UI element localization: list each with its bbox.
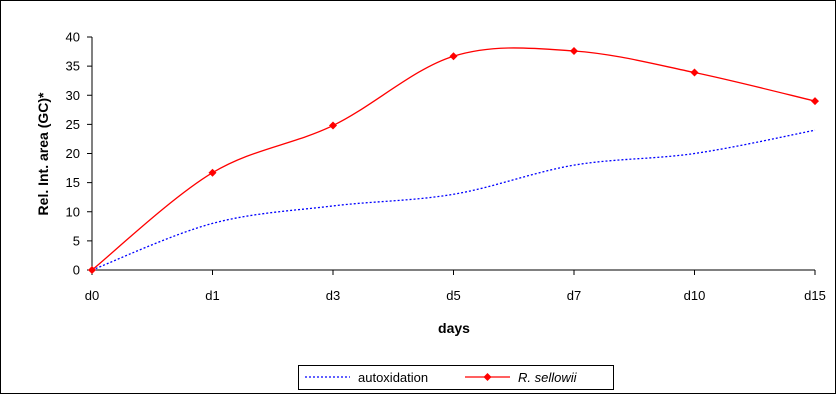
series-line-autoxidation [91,129,816,271]
legend-marker-r-sellowii [483,373,492,381]
data-point-r-sellowii [329,121,337,130]
y-tick-label: 25 [66,117,80,132]
y-tick-label: 20 [66,146,80,161]
data-point-r-sellowii [449,52,458,61]
y-tick-label: 35 [66,59,80,74]
x-axis-title: days [438,320,470,336]
legend-label-autoxidation: autoxidation [358,370,428,385]
y-axis-title: Rel. Int. area (GC)* [35,92,51,215]
y-tick-label: 10 [66,204,80,219]
x-tick-label: d3 [326,288,340,303]
data-point-r-sellowii [811,97,819,106]
data-point-r-sellowii [570,46,578,55]
y-tick-label: 0 [73,263,80,278]
x-tick-label: d0 [85,288,99,303]
legend: autoxidation R. sellowii [298,365,614,390]
x-tick-label: d5 [446,288,460,303]
data-point-r-sellowii [208,168,217,177]
series-layer [88,46,819,274]
tick-layer: 0 5 10 15 20 25 30 35 40 d0 d1 d3 d5 d7 d10 d15 [66,30,826,304]
x-tick-label: d15 [804,288,826,303]
legend-box [298,365,614,390]
data-point-r-sellowii [690,68,699,77]
y-tick-label: 15 [66,175,80,190]
x-tick-label: d10 [684,288,706,303]
x-tick-label: d7 [567,288,581,303]
x-tick-label: d1 [205,288,219,303]
legend-label-r-sellowii: R. sellowii [518,370,578,385]
y-tick-label: 30 [66,88,80,103]
y-tick-label: 40 [66,30,80,45]
y-tick-label: 5 [73,233,80,248]
data-point-r-sellowii [88,266,96,274]
